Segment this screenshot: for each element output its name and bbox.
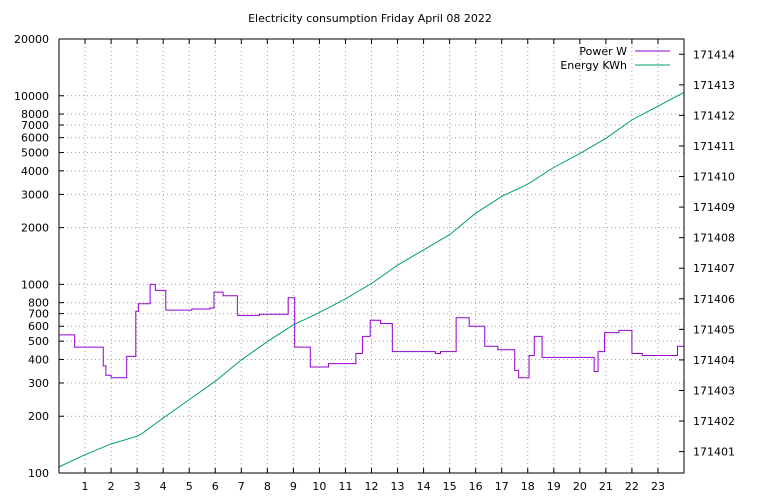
x-tick-label: 6 xyxy=(212,480,219,493)
x-tick-label: 4 xyxy=(160,480,167,493)
y2-tick-label: 171405 xyxy=(693,323,735,336)
y2-tick-label: 171402 xyxy=(693,415,735,428)
y2-tick-label: 171404 xyxy=(693,354,735,367)
y2-tick-label: 171413 xyxy=(693,79,735,92)
y2-tick-label: 171408 xyxy=(693,232,735,245)
y-tick-label: 700 xyxy=(28,308,49,321)
x-tick-label: 15 xyxy=(443,480,457,493)
x-tick-label: 10 xyxy=(312,480,326,493)
chart-title: Electricity consumption Friday April 08 … xyxy=(248,12,492,25)
y-tick-label: 100 xyxy=(28,467,49,480)
x-tick-label: 3 xyxy=(134,480,141,493)
y2-tick-label: 171411 xyxy=(693,140,735,153)
y-tick-label: 10000 xyxy=(14,90,49,103)
y-tick-label: 4000 xyxy=(21,165,49,178)
x-tick-label: 12 xyxy=(365,480,379,493)
y-tick-label: 6000 xyxy=(21,132,49,145)
y-tick-label: 2000 xyxy=(21,222,49,235)
legend-label: Power W xyxy=(579,45,627,58)
series-line-energy-kwh xyxy=(58,92,685,468)
x-tick-label: 9 xyxy=(290,480,297,493)
grid xyxy=(59,38,684,474)
series-layer xyxy=(58,92,685,468)
y2-tick-label: 171409 xyxy=(693,201,735,214)
x-tick-label: 11 xyxy=(338,480,352,493)
y-tick-label: 500 xyxy=(28,335,49,348)
plot-frame xyxy=(58,38,685,474)
y-tick-label: 7000 xyxy=(21,119,49,132)
y2-tick-label: 171401 xyxy=(693,446,735,459)
x-tick-label: 19 xyxy=(547,480,561,493)
x-tick-label: 23 xyxy=(651,480,665,493)
x-tick-label: 2 xyxy=(108,480,115,493)
x-tick-label: 1 xyxy=(82,480,89,493)
y2-tick-label: 171403 xyxy=(693,384,735,397)
y-tick-label: 20000 xyxy=(14,33,49,46)
y-tick-label: 600 xyxy=(28,320,49,333)
x-tick-label: 17 xyxy=(495,480,509,493)
y-tick-label: 8000 xyxy=(21,108,49,121)
x-tick-label: 18 xyxy=(521,480,535,493)
y-tick-label: 800 xyxy=(28,297,49,310)
y-tick-label: 300 xyxy=(28,377,49,390)
y2-tick-label: 171410 xyxy=(693,171,735,184)
y-tick-label: 5000 xyxy=(21,147,49,160)
x-tick-label: 14 xyxy=(417,480,431,493)
x-tick-label: 21 xyxy=(599,480,613,493)
y2-tick-label: 171406 xyxy=(693,293,735,306)
y-tick-label: 400 xyxy=(28,353,49,366)
x-tick-label: 5 xyxy=(186,480,193,493)
x-tick-label: 16 xyxy=(469,480,483,493)
legend-label: Energy KWh xyxy=(560,59,627,72)
x-tick-label: 20 xyxy=(573,480,587,493)
y-tick-label: 1000 xyxy=(21,278,49,291)
axes: 1 2 3 4 5 6 7 8 9 10 11 12 13 14 15 16 17 18 19 20 21 22 23100… xyxy=(14,33,735,493)
x-tick-label: 7 xyxy=(238,480,245,493)
y2-tick-label: 171407 xyxy=(693,262,735,275)
y-tick-label: 3000 xyxy=(21,188,49,201)
series-line-power-w xyxy=(59,283,684,379)
x-tick-label: 8 xyxy=(264,480,271,493)
y2-tick-label: 171414 xyxy=(693,48,735,61)
x-tick-label: 13 xyxy=(391,480,405,493)
y-tick-label: 200 xyxy=(28,410,49,423)
y2-tick-label: 171412 xyxy=(693,109,735,122)
x-tick-label: 22 xyxy=(625,480,639,493)
